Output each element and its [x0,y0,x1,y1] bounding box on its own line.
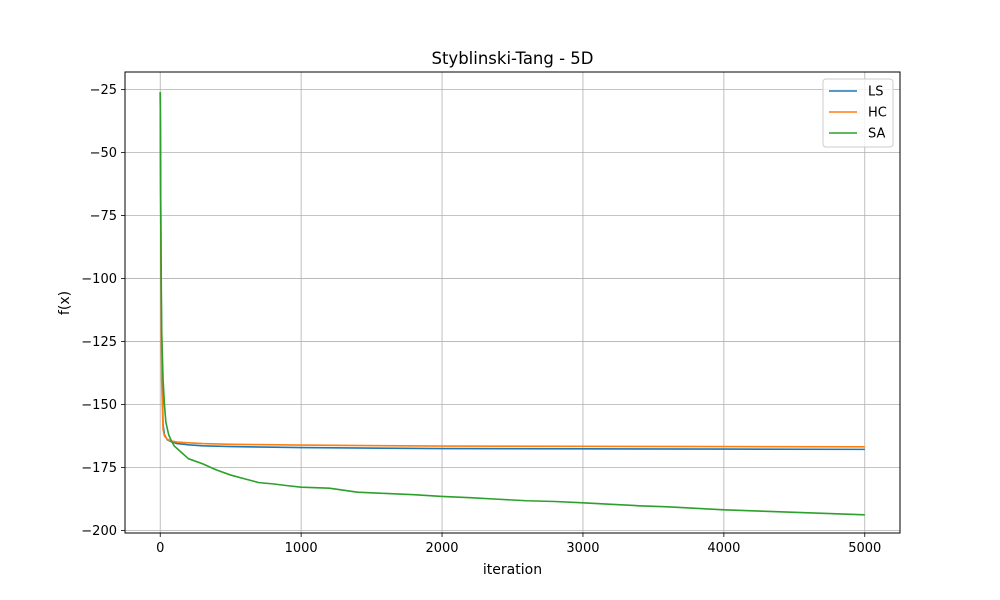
y-tick-label: −200 [81,524,117,539]
chart-title: Styblinski-Tang - 5D [431,49,593,68]
y-tick-label: −25 [90,83,117,98]
plot-area [159,92,865,516]
legend-box [822,78,894,148]
legend-label-hc: HC [868,106,887,121]
x-tick-label: 1000 [285,541,318,556]
x-tick-label: 3000 [566,541,599,556]
y-tick-label: −100 [81,272,117,287]
plot-frame [124,71,901,534]
x-tick-label: 5000 [848,541,881,556]
x-tick-label: 0 [156,541,164,556]
x-tick-label: 4000 [707,541,740,556]
x-axis: 0 1000 2000 3000 4000 5000 [156,533,881,556]
y-tick-label: −125 [81,335,117,350]
y-axis: −25 −50 −75 −100 −125 −150 −175 −200 [81,83,125,539]
legend-label-ls: LS [868,85,884,100]
legend-label-sa: SA [868,127,885,142]
y-tick-label: −50 [90,146,117,161]
x-tick-label: 2000 [425,541,458,556]
legend: LS HC SA [822,78,894,148]
y-axis-label: f(x) [57,291,73,315]
y-tick-label: −150 [81,398,117,413]
y-tick-label: −175 [81,461,117,476]
y-tick-label: −75 [90,209,117,224]
x-axis-label: iteration [483,562,542,578]
grid-lines [125,72,900,533]
series-line-sa [159,92,865,516]
series-line-hc [159,92,865,448]
